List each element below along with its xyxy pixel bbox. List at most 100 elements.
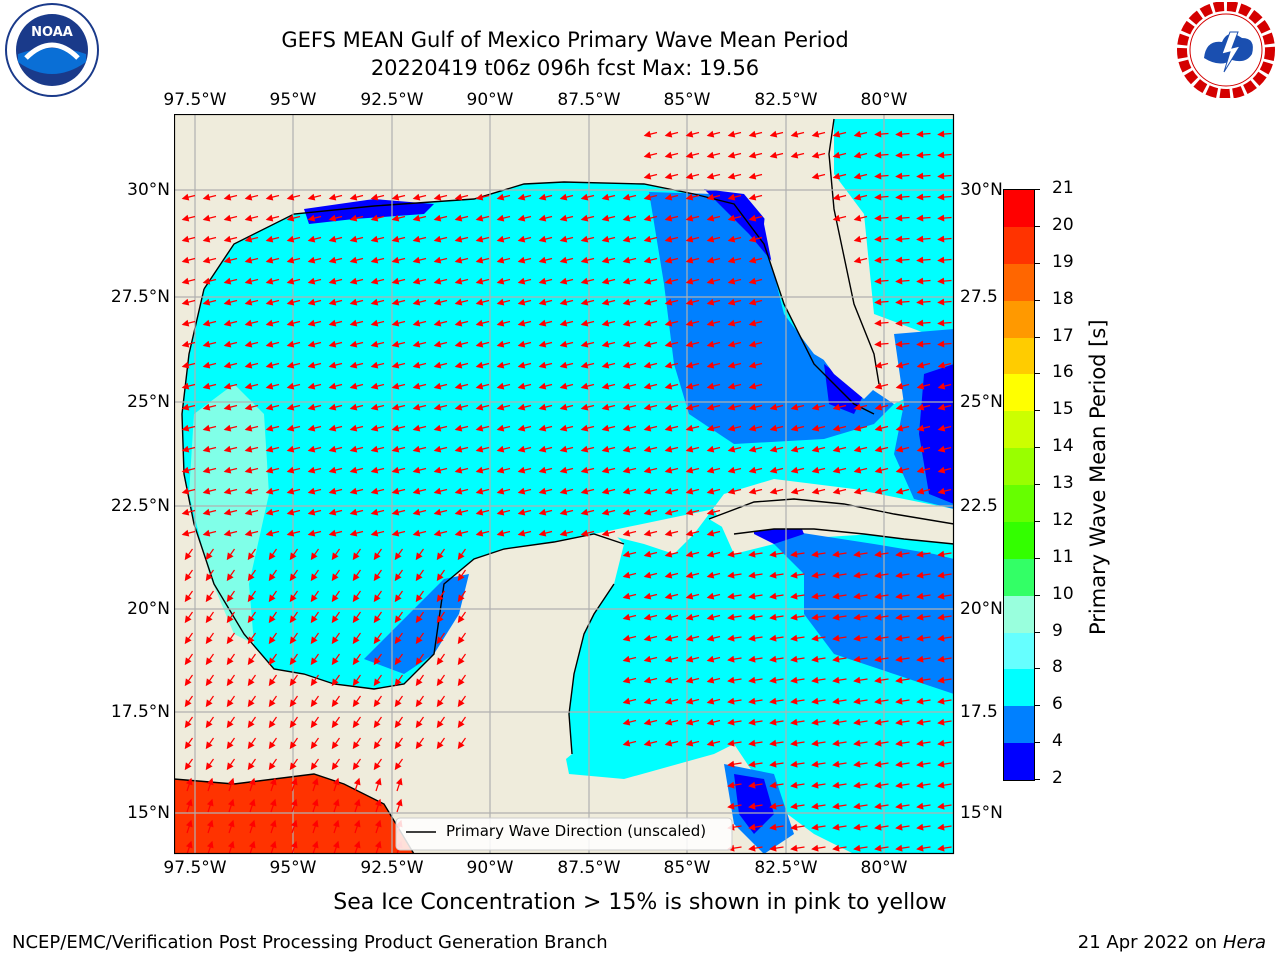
wave-arrowhead [538, 445, 547, 453]
wave-arrowhead [412, 424, 421, 432]
wave-arrowhead [643, 382, 652, 390]
wave-arrowhead [895, 130, 903, 138]
wave-arrowhead [223, 466, 232, 474]
wave-arrowhead [391, 403, 400, 411]
wave-arrowhead [412, 445, 421, 453]
wave-arrowhead [622, 424, 631, 432]
wave-arrowhead [454, 445, 463, 453]
wave-arrowhead [517, 319, 526, 327]
wave-arrowhead [370, 424, 379, 432]
wave-arrowhead [265, 382, 274, 390]
wave-arrowhead [310, 657, 318, 666]
wave-arrowhead [643, 319, 652, 327]
wave-arrowhead [853, 487, 862, 495]
wave-arrowhead [202, 193, 211, 201]
wave-arrowhead [685, 151, 694, 159]
wave-arrowhead [748, 718, 756, 726]
wave-arrowhead [559, 403, 568, 411]
wave-arrowhead [289, 720, 297, 729]
wave-arrowhead [433, 424, 442, 432]
wave-arrowhead [643, 193, 652, 201]
wave-arrowhead [352, 615, 360, 624]
wave-arrowhead [331, 573, 339, 582]
wave-arrowhead [349, 424, 358, 432]
wave-arrowhead [580, 298, 589, 306]
wave-arrowhead [415, 552, 423, 561]
footer-date-text: 21 Apr 2022 on [1077, 932, 1223, 953]
wave-arrowhead [202, 445, 211, 453]
wave-arrowhead [769, 739, 777, 747]
wave-arrowhead [727, 802, 735, 810]
wave-arrowhead [685, 697, 694, 705]
wave-arrowhead [226, 594, 234, 603]
wave-arrowhead [184, 594, 192, 603]
wave-arrowhead [811, 466, 820, 474]
wave-arrowhead [475, 214, 484, 222]
wave-arrowhead [517, 382, 526, 390]
wave-arrowhead [916, 214, 924, 222]
wave-arrowhead [748, 613, 756, 621]
wave-arrowhead [916, 382, 925, 390]
wave-arrowhead [457, 678, 465, 687]
lon-label-bottom: 97.5°W [163, 858, 227, 878]
wave-arrowhead [916, 718, 924, 726]
wave-arrowhead [874, 298, 882, 306]
wave-arrowhead [433, 445, 442, 453]
wave-arrowhead [622, 697, 631, 705]
wave-arrowhead [643, 403, 652, 411]
wave-arrowhead [790, 487, 799, 495]
wave-arrowhead [748, 823, 756, 831]
wave-arrowhead [706, 550, 715, 558]
wave-arrowhead [352, 573, 360, 582]
wave-arrowhead [202, 466, 211, 474]
wave-arrowhead [310, 552, 318, 561]
lon-label-top: 80°W [860, 90, 908, 110]
wave-arrowhead [559, 445, 568, 453]
wave-arrowhead [265, 529, 274, 537]
lon-label-top: 85°W [663, 90, 711, 110]
wave-arrowhead [433, 382, 442, 390]
wave-arrowhead [331, 594, 339, 603]
wave-arrowhead [811, 613, 819, 621]
wave-arrowhead [706, 613, 715, 621]
wave-arrowhead [811, 739, 819, 747]
lat-label-right: 25°N [960, 392, 1003, 412]
wave-arrowhead [706, 508, 715, 516]
wave-arrowhead [181, 529, 190, 537]
wave-arrowhead [916, 781, 924, 789]
wave-arrowhead [248, 777, 256, 786]
wave-arrowhead [685, 361, 694, 369]
wave-arrowhead [559, 361, 568, 369]
wave-arrowhead [185, 840, 193, 849]
wave-arrowhead [895, 550, 903, 558]
colorbar-tick-mark [1034, 594, 1040, 596]
wave-arrowhead [664, 193, 673, 201]
wave-arrowhead [790, 466, 799, 474]
wave-arrowhead [349, 361, 358, 369]
wave-arrowhead [727, 151, 736, 159]
colorbar-tick-mark [1034, 484, 1040, 485]
wave-arrowhead [685, 508, 694, 516]
wave-arrowhead [748, 487, 757, 495]
wave-arrowhead [289, 552, 297, 561]
wave-arrowhead [874, 256, 882, 264]
wave-arrowhead [517, 277, 526, 285]
wave-arrowhead [307, 403, 316, 411]
colorbar-tick-label: 2 [1052, 768, 1063, 788]
map-legend [395, 817, 733, 851]
wave-arrowhead [937, 697, 945, 705]
wave-arrowhead [580, 193, 589, 201]
wave-arrowhead [517, 508, 526, 516]
wave-arrowhead [391, 424, 400, 432]
wave-arrowhead [436, 594, 444, 603]
wave-arrowhead [832, 445, 841, 453]
wave-arrowhead [202, 235, 211, 243]
wave-arrowhead [727, 634, 735, 642]
wave-arrowhead [538, 466, 547, 474]
wave-arrowhead [412, 319, 421, 327]
wave-arrowhead [916, 697, 924, 705]
wave-arrowhead [286, 319, 295, 327]
wave-arrowhead [853, 130, 862, 138]
wave-arrowhead [433, 193, 442, 201]
wave-arrowhead [664, 424, 673, 432]
